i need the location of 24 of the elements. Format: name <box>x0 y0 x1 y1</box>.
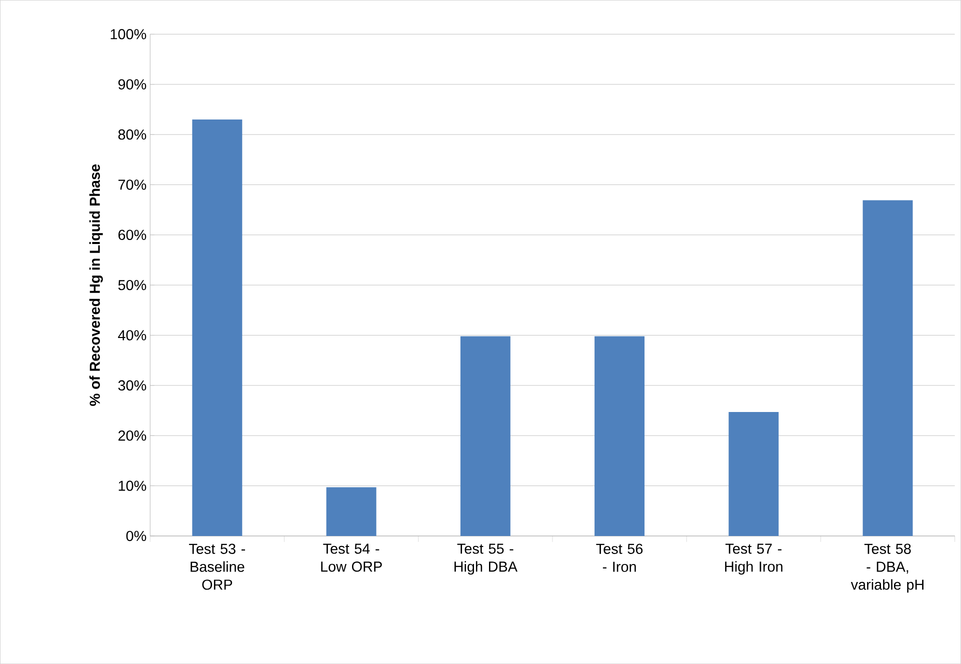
x-tick-label: Test 57 - High Iron <box>725 544 782 575</box>
bar <box>594 336 645 536</box>
bar <box>326 487 376 536</box>
bar <box>192 119 242 536</box>
y-tick-label: 70% <box>118 180 146 190</box>
bar <box>728 412 779 536</box>
x-tick-label: Test 55 - High DBA <box>454 544 518 575</box>
y-tick-label: 0% <box>126 530 146 542</box>
y-tick-label: 10% <box>118 480 146 491</box>
y-axis-title: % of Recovered Hg in Liquid Phase <box>89 164 103 406</box>
y-tick-label: 50% <box>118 280 146 290</box>
x-tick-label: Test 53 - Baseline ORP <box>189 544 246 590</box>
y-tick-label: 60% <box>118 230 146 240</box>
y-tick-label: 40% <box>118 330 146 340</box>
x-tick-label: Test 54 - Low ORP <box>321 544 382 572</box>
bar <box>862 200 913 536</box>
y-tick-label: 30% <box>118 380 146 390</box>
x-tick-label: Test 58 - DBA, variable pH <box>850 544 924 593</box>
y-tick-label: 100% <box>110 29 146 40</box>
y-tick-label: 90% <box>118 79 146 90</box>
bar <box>460 336 510 536</box>
y-tick-label: 20% <box>118 430 146 441</box>
x-tick-label: Test 56 - Iron <box>596 544 643 572</box>
y-tick-label: 80% <box>118 129 146 140</box>
